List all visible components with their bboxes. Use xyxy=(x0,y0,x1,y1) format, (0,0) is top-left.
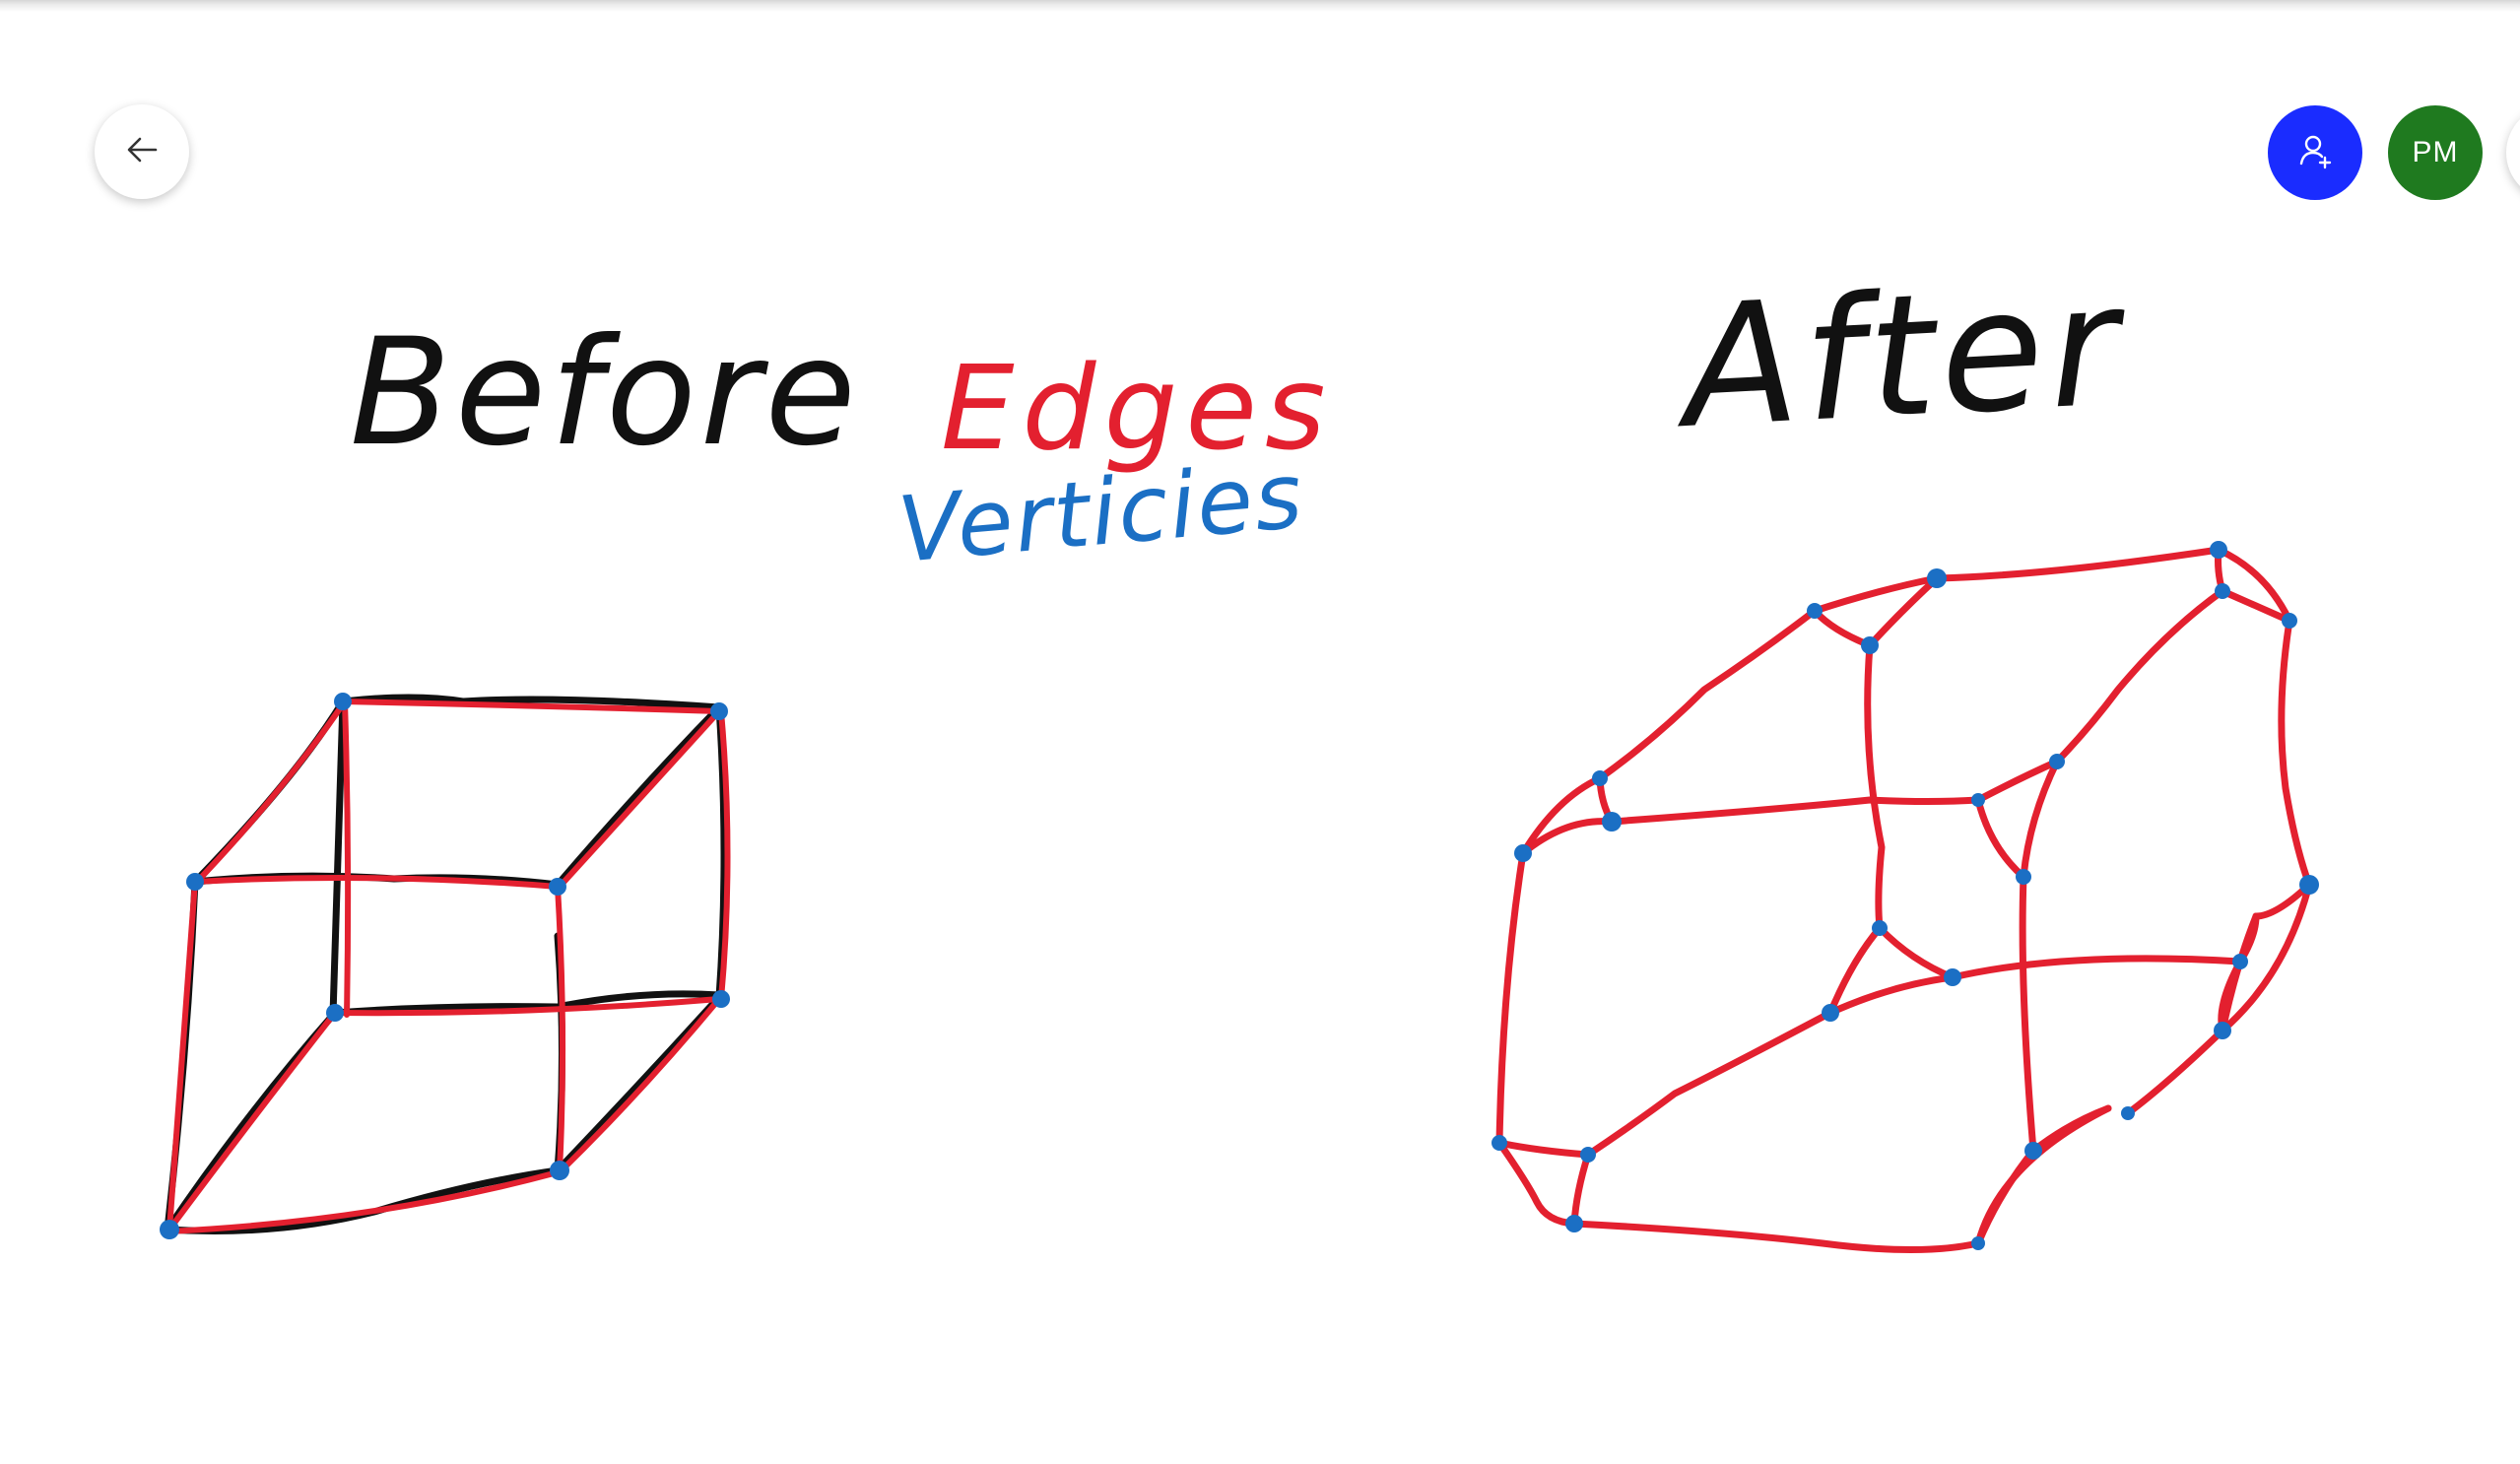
before-cube-vertices xyxy=(160,693,730,1239)
add-person-icon xyxy=(2295,131,2335,175)
user-avatar[interactable]: PM xyxy=(2388,105,2483,200)
avatar-initials: PM xyxy=(2412,136,2459,168)
share-button[interactable] xyxy=(2268,105,2362,200)
top-border xyxy=(0,0,2520,12)
legend-edges-label: Edges xyxy=(941,340,1333,476)
after-shape-edges xyxy=(1495,546,2313,1253)
arrow-left-icon xyxy=(122,130,162,174)
before-label: Before xyxy=(350,307,860,479)
back-button[interactable] xyxy=(95,104,189,199)
after-shape-vertices xyxy=(1492,541,2319,1250)
before-cube-sketch xyxy=(164,694,728,1235)
before-cube-edges xyxy=(165,699,731,1234)
after-label: After xyxy=(1669,248,2132,467)
